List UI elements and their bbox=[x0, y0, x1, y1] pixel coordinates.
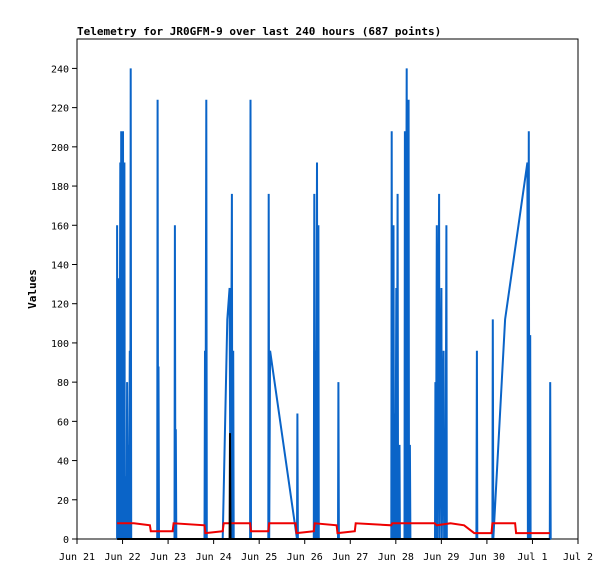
series-line-red bbox=[117, 522, 550, 535]
y-tick-label: 40 bbox=[57, 457, 69, 468]
y-tick-label: 100 bbox=[51, 339, 69, 350]
x-tick-label: Jun 21 bbox=[59, 552, 95, 563]
y-tick-label: 220 bbox=[51, 104, 69, 115]
x-axis-ticks: Jun 21 Jun 22 Jun 23 Jun 24 Jun 25 Jun 26 Jun … bbox=[59, 539, 593, 563]
y-tick-label: 160 bbox=[51, 221, 69, 232]
x-tick-label: Jun 27 bbox=[332, 552, 368, 563]
y-tick-label: 240 bbox=[51, 64, 69, 75]
y-tick-label: 0 bbox=[63, 535, 69, 546]
y-tick-label: 80 bbox=[57, 378, 69, 389]
x-tick-label: Jun 28 bbox=[378, 552, 414, 563]
y-axis-ticks: 0 20 40 60 80 100 120 140 160 180 200 220 240 bbox=[51, 64, 77, 546]
y-axis-label: Values bbox=[26, 269, 39, 309]
x-tick-label: Jun 24 bbox=[196, 552, 232, 563]
y-tick-label: 120 bbox=[51, 300, 69, 311]
series-layer bbox=[116, 68, 552, 540]
y-tick-label: 200 bbox=[51, 143, 69, 154]
series-line-blue bbox=[116, 68, 552, 540]
x-tick-label: Jun 26 bbox=[287, 552, 323, 563]
y-tick-label: 180 bbox=[51, 182, 69, 193]
x-tick-label: Jul 1 bbox=[517, 552, 547, 563]
y-tick-label: 20 bbox=[57, 496, 69, 507]
x-tick-label: Jun 30 bbox=[469, 552, 505, 563]
y-tick-label: 140 bbox=[51, 260, 69, 271]
x-tick-label: Jun 25 bbox=[241, 552, 277, 563]
y-tick-label: 60 bbox=[57, 417, 69, 428]
plot-frame bbox=[76, 38, 579, 540]
x-tick-label: Jun 23 bbox=[150, 552, 186, 563]
chart-title: Telemetry for JR0GFM-9 over last 240 hou… bbox=[77, 25, 441, 38]
series-line-black bbox=[117, 433, 550, 540]
x-tick-label: Jun 29 bbox=[423, 552, 459, 563]
x-tick-label: Jul 2 bbox=[563, 552, 593, 563]
x-tick-label: Jun 22 bbox=[104, 552, 140, 563]
